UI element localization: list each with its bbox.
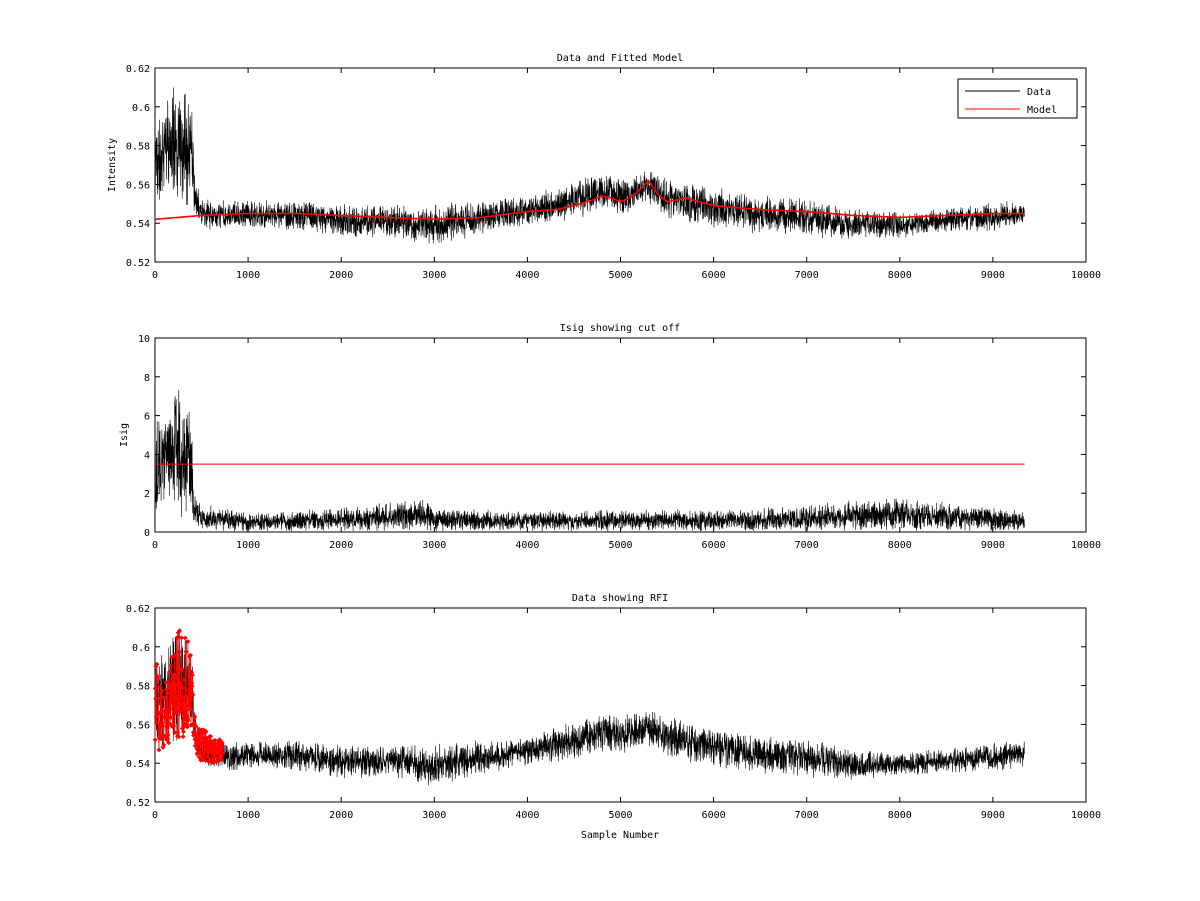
x-tick-label: 1000 xyxy=(236,270,260,281)
x-tick-label: 9000 xyxy=(981,540,1005,551)
legend: Data Model xyxy=(957,78,1078,119)
axes-rfi: Data showing RFI 0 1000 2000 3000 4000 5000 60… xyxy=(126,593,1101,841)
x-tick-label: 10000 xyxy=(1071,270,1101,281)
x-tick-label: 2000 xyxy=(329,810,353,821)
y-tick-label: 0.52 xyxy=(126,798,150,809)
x-tick-label: 5000 xyxy=(608,810,632,821)
x-tick-label: 3000 xyxy=(422,270,446,281)
y-tick-label: 0.56 xyxy=(126,180,150,191)
x-tick-label: 10000 xyxy=(1071,540,1101,551)
y-tick-label: 0.58 xyxy=(126,142,150,153)
x-tick-label: 2000 xyxy=(329,270,353,281)
x-tick-label: 4000 xyxy=(515,540,539,551)
rfi-marker xyxy=(219,757,225,763)
y-tick-label: 0.58 xyxy=(126,682,150,693)
y-tick-label: 0.62 xyxy=(126,64,150,75)
x-tick-label: 9000 xyxy=(981,270,1005,281)
series-model xyxy=(154,179,1025,221)
y-tick-label: 0.62 xyxy=(126,604,150,615)
x-tick-label: 10000 xyxy=(1071,810,1101,821)
tick-group: 0 1000 2000 3000 4000 5000 6000 7000 8000 9000 100… xyxy=(126,604,1101,821)
legend-label-model: Model xyxy=(1027,105,1057,116)
y-tick-label: 0.52 xyxy=(126,258,150,269)
plot-frame xyxy=(154,67,1087,263)
x-tick-label: 6000 xyxy=(702,810,726,821)
series-data xyxy=(154,636,1025,786)
x-tick-label: 0 xyxy=(152,540,158,551)
x-tick-label: 2000 xyxy=(329,540,353,551)
y-tick-label: 0.54 xyxy=(126,759,150,770)
x-tick-label: 8000 xyxy=(888,540,912,551)
x-tick-label: 5000 xyxy=(608,540,632,551)
y-axis-label: Isig xyxy=(119,423,130,447)
x-tick-label: 6000 xyxy=(702,540,726,551)
y-tick-label: 8 xyxy=(144,373,150,384)
plot-area xyxy=(154,87,1025,244)
x-tick-label: 7000 xyxy=(795,270,819,281)
rfi-marker xyxy=(161,742,167,748)
axes-intensity: Data and Fitted Model Intensity 0 1000 200… xyxy=(107,53,1101,281)
rfi-marker xyxy=(152,737,158,743)
x-tick-label: 4000 xyxy=(515,270,539,281)
x-tick-label: 3000 xyxy=(422,540,446,551)
y-tick-label: 2 xyxy=(144,489,150,500)
x-tick-label: 0 xyxy=(152,810,158,821)
y-tick-label: 6 xyxy=(144,412,150,423)
axes-isig: Isig showing cut off Isig 0 1000 2000 3000 4… xyxy=(119,323,1101,551)
tick-group: 0 1000 2000 3000 4000 5000 6000 7000 8000 9000 100… xyxy=(126,64,1101,281)
x-tick-label: 7000 xyxy=(795,540,819,551)
legend-box xyxy=(957,78,1078,119)
series-data xyxy=(154,389,1025,532)
chart-title: Isig showing cut off xyxy=(560,323,680,334)
legend-label-data: Data xyxy=(1027,87,1051,98)
chart-title: Data showing RFI xyxy=(572,593,668,604)
x-tick-label: 8000 xyxy=(888,270,912,281)
tick-group: 0 1000 2000 3000 4000 5000 6000 7000 8000 9000 100… xyxy=(138,334,1101,551)
x-tick-label: 1000 xyxy=(236,540,260,551)
y-tick-label: 0 xyxy=(144,528,150,539)
x-tick-label: 9000 xyxy=(981,810,1005,821)
plot-frame xyxy=(154,607,1087,803)
chart-title: Data and Fitted Model xyxy=(557,53,683,64)
y-tick-label: 0.56 xyxy=(126,720,150,731)
x-tick-label: 7000 xyxy=(795,810,819,821)
plot-area xyxy=(154,389,1025,532)
y-tick-label: 0.6 xyxy=(132,643,150,654)
y-tick-label: 0.54 xyxy=(126,219,150,230)
y-axis-label: Intensity xyxy=(107,138,118,192)
plot-area xyxy=(152,628,1025,786)
y-tick-label: 10 xyxy=(138,334,150,345)
x-tick-label: 8000 xyxy=(888,810,912,821)
series-rfi-markers xyxy=(152,628,226,766)
plot-frame xyxy=(154,337,1087,533)
rfi-line xyxy=(154,630,224,763)
x-tick-label: 6000 xyxy=(702,270,726,281)
x-tick-label: 1000 xyxy=(236,810,260,821)
x-tick-label: 4000 xyxy=(515,810,539,821)
y-tick-label: 4 xyxy=(144,450,150,461)
series-data xyxy=(154,87,1025,244)
x-tick-label: 0 xyxy=(152,270,158,281)
y-tick-label: 0.6 xyxy=(132,103,150,114)
x-tick-label: 5000 xyxy=(608,270,632,281)
x-tick-label: 3000 xyxy=(422,810,446,821)
x-axis-label: Sample Number xyxy=(581,830,659,841)
